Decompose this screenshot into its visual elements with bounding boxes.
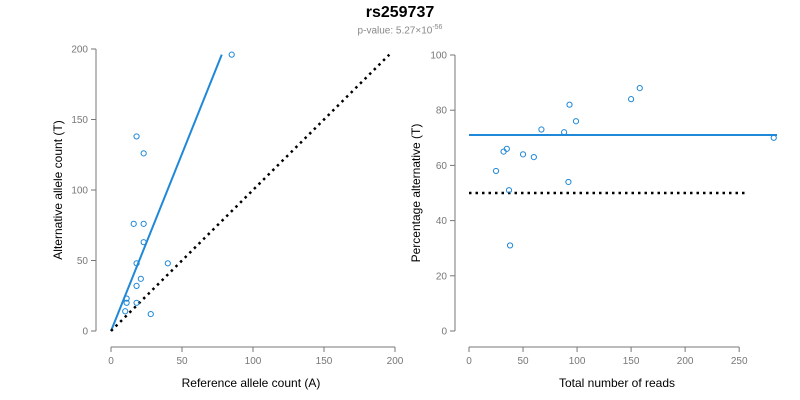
data-point — [538, 126, 545, 133]
y-tick-label: 100 — [71, 186, 88, 197]
data-point — [123, 295, 130, 302]
right-scatter-panel: 0 50 100 150 200 250 Total number of reads 0 20 4… — [409, 51, 777, 390]
data-point — [628, 96, 635, 103]
data-point — [133, 260, 140, 267]
data-point — [530, 154, 537, 161]
x-tick-label: 50 — [176, 356, 188, 367]
y-tick-label: 150 — [71, 115, 88, 126]
data-point — [133, 299, 140, 306]
data-point — [492, 167, 500, 175]
y-tick-label: 0 — [441, 327, 447, 338]
y-tick-label: 60 — [436, 161, 448, 172]
subtitle-prefix: p-value: 5.27×10 — [357, 25, 433, 37]
x-tick-label: 200 — [677, 356, 694, 367]
data-point — [506, 242, 514, 249]
left-scatter-panel: 0 50 100 150 200 Reference allele count (A) 0 5… — [51, 45, 404, 391]
x-tick-label: 250 — [731, 356, 748, 367]
data-point — [140, 150, 147, 157]
data-point — [133, 133, 140, 140]
x-tick-label: 100 — [569, 356, 586, 367]
x-tick-label: 200 — [387, 356, 404, 367]
data-point — [519, 151, 527, 158]
data-point — [500, 148, 507, 155]
y-tick-label: 80 — [436, 106, 448, 117]
data-point — [122, 308, 129, 315]
x-tick-label: 150 — [623, 356, 640, 367]
y-axis-label: Alternative allele count (T) — [51, 120, 65, 259]
y-axis-label: Percentage alternative (T) — [409, 124, 423, 263]
data-point — [572, 118, 580, 125]
y-tick-label: 100 — [430, 51, 447, 62]
data-point — [561, 129, 568, 136]
data-point — [228, 51, 235, 58]
y-tick-label: 50 — [77, 256, 89, 267]
data-point — [503, 145, 510, 152]
data-point — [770, 134, 777, 141]
x-tick-label: 0 — [108, 356, 114, 367]
data-point — [565, 178, 572, 186]
data-point — [566, 101, 573, 108]
data-point — [130, 220, 137, 227]
data-point — [123, 299, 130, 306]
data-point — [164, 260, 171, 267]
data-point — [140, 239, 147, 246]
chart-title: rs259737 — [365, 4, 435, 21]
data-point — [133, 282, 140, 289]
x-tick-label: 100 — [245, 356, 262, 367]
subtitle-exponent: -56 — [432, 24, 443, 31]
data-point — [140, 220, 147, 227]
x-tick-label: 50 — [517, 356, 529, 367]
x-tick-label: 150 — [316, 356, 333, 367]
y-tick-label: 20 — [436, 271, 448, 282]
y-tick-label: 0 — [82, 327, 88, 338]
x-axis-label: Reference allele count (A) — [182, 376, 321, 390]
data-point — [636, 85, 643, 92]
data-point — [505, 187, 513, 194]
y-tick-label: 200 — [71, 45, 88, 56]
fit-line — [110, 54, 223, 332]
data-point — [147, 310, 154, 318]
x-axis-label: Total number of reads — [559, 376, 675, 390]
reference-line — [110, 53, 391, 332]
x-tick-label: 0 — [466, 356, 472, 367]
y-tick-label: 40 — [436, 216, 448, 227]
chart-subtitle: p-value: 5.27×10-56 — [0, 24, 800, 36]
data-point — [137, 275, 144, 282]
